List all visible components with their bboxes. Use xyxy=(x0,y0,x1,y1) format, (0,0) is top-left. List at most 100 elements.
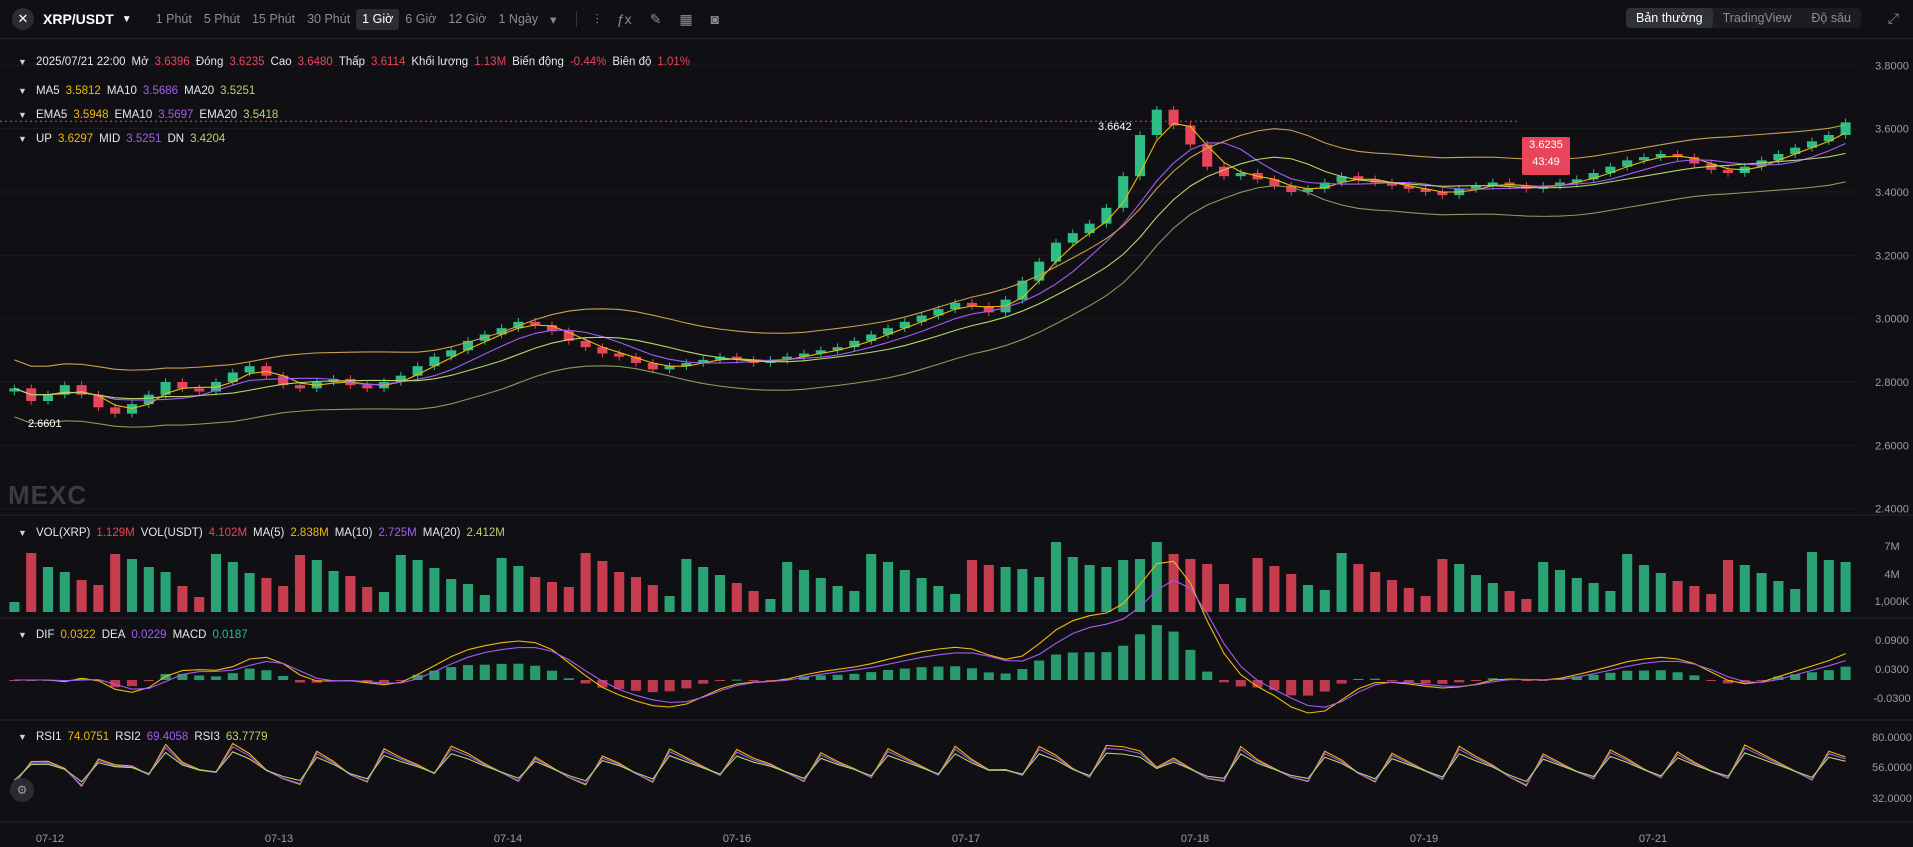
interval-1h[interactable]: 1 Giờ xyxy=(356,8,400,30)
macd-bar xyxy=(1605,672,1616,680)
interval-1d[interactable]: 1 Ngày xyxy=(498,11,539,26)
candle-body xyxy=(1722,169,1734,173)
volume-bar xyxy=(630,577,642,612)
macd-bar xyxy=(1823,670,1834,680)
vol-usdt-value: 4.102M xyxy=(208,527,248,539)
macd-bar xyxy=(899,668,910,680)
volume-bar xyxy=(1302,585,1314,612)
chevron-down-icon[interactable]: ▼ xyxy=(18,110,27,120)
volume-bar xyxy=(1118,560,1129,612)
interval-5m[interactable]: 5 Phút xyxy=(203,11,240,26)
chevron-down-icon[interactable]: ▼ xyxy=(18,134,27,144)
candle-body xyxy=(950,302,961,310)
layout-grid-icon[interactable]: ▦ xyxy=(679,10,693,27)
volume-bar xyxy=(731,583,742,612)
candle-body xyxy=(1269,179,1280,186)
dea-value: 0.0229 xyxy=(131,629,167,641)
interval-6h[interactable]: 6 Giờ xyxy=(405,11,437,26)
volume-bar xyxy=(1504,591,1515,612)
macd-bar xyxy=(1638,670,1650,680)
settings-icon[interactable]: ⚙ xyxy=(10,778,34,802)
volume-bar xyxy=(849,591,860,612)
candle-body xyxy=(1286,185,1297,192)
chevron-down-icon[interactable]: ▼ xyxy=(121,13,132,25)
macd-bar xyxy=(244,668,255,680)
macd-bar xyxy=(698,680,709,684)
candle-body xyxy=(93,394,104,408)
volume-bar xyxy=(1790,589,1801,612)
volume-bar xyxy=(1319,590,1330,612)
volume-bar xyxy=(714,575,726,612)
volume-bar xyxy=(1084,565,1095,612)
boll-lower-line xyxy=(14,181,1846,428)
volume-bar xyxy=(950,594,961,612)
interval-12h[interactable]: 12 Giờ xyxy=(448,11,487,26)
macd-bar xyxy=(227,673,238,680)
vol-xrp-value: 1.129M xyxy=(96,527,135,539)
candle-body xyxy=(664,366,675,370)
candle-body xyxy=(1638,157,1650,161)
volume-bar xyxy=(1101,567,1112,612)
x-tick-label: 07-16 xyxy=(723,833,751,845)
volume-bar xyxy=(866,554,877,612)
boll-legend: ▼ UP 3.6297 MID 3.5251 DN 3.4204 xyxy=(18,133,225,145)
fullscreen-icon[interactable]: ⤢ xyxy=(1887,10,1899,26)
interval-1m[interactable]: 1 Phút xyxy=(155,11,192,26)
volume-bar xyxy=(1017,569,1028,612)
ma10-label: MA10 xyxy=(106,85,137,97)
view-tradingview[interactable]: TradingView xyxy=(1722,11,1792,25)
chevron-down-icon[interactable]: ▼ xyxy=(18,528,27,538)
camera-icon[interactable]: ◙ xyxy=(710,11,720,27)
pair-selector[interactable]: XRP/USDT xyxy=(43,11,114,27)
price-tick-label: 3.2000 xyxy=(1875,250,1909,262)
volume-bar xyxy=(563,587,574,612)
candle-body xyxy=(177,382,188,389)
rsi3-line xyxy=(14,751,1846,783)
candle-body xyxy=(1403,185,1414,189)
macd-bar xyxy=(1286,680,1297,696)
macd-bar xyxy=(1218,680,1230,683)
chevron-down-icon[interactable]: ▼ xyxy=(18,732,27,742)
interval-30m[interactable]: 30 Phút xyxy=(307,11,351,26)
candle-body xyxy=(42,394,54,401)
macd-bar xyxy=(1420,680,1431,684)
view-depth[interactable]: Độ sâu xyxy=(1811,11,1851,25)
candle-style-icon[interactable]: ⫶ xyxy=(595,10,599,27)
macd-bar xyxy=(1521,680,1532,681)
amplitude-label: Biên độ xyxy=(612,56,652,68)
macd-bar xyxy=(1588,674,1599,680)
macd-bar xyxy=(412,674,423,680)
chevron-down-icon[interactable]: ▾ xyxy=(550,12,557,27)
draw-pencil-icon[interactable]: ✎ xyxy=(649,10,662,27)
macd-bar xyxy=(630,680,642,691)
interval-15m[interactable]: 15 Phút xyxy=(251,11,296,26)
candle-body xyxy=(227,372,238,382)
candle-body xyxy=(933,309,944,316)
high-label: Cao xyxy=(270,56,292,68)
chevron-down-icon[interactable]: ▼ xyxy=(18,630,27,640)
volume-bar xyxy=(1067,557,1078,612)
volume-tick-label: 7M xyxy=(1884,541,1899,553)
candle-body xyxy=(1218,166,1230,177)
x-tick-label: 07-17 xyxy=(952,833,980,845)
chevron-down-icon[interactable]: ▼ xyxy=(18,86,27,96)
rsi-tick-label: 56.0000 xyxy=(1872,762,1912,774)
candle-body xyxy=(9,388,20,392)
view-basic[interactable]: Bản thường xyxy=(1625,8,1713,28)
macd-bar xyxy=(1168,631,1179,680)
indicator-icon[interactable]: ƒx xyxy=(616,11,632,27)
macd-bar xyxy=(1050,654,1062,680)
candle-body xyxy=(1151,109,1162,135)
volume-bar xyxy=(1655,573,1666,612)
dea-line xyxy=(14,579,1846,708)
candle-body xyxy=(1050,242,1062,262)
ema5-value: 3.5948 xyxy=(73,109,109,121)
macd-bar xyxy=(580,680,591,684)
chevron-down-icon[interactable]: ▼ xyxy=(18,57,27,67)
boll-mid-value: 3.5251 xyxy=(126,133,162,145)
macd-bar xyxy=(261,670,272,680)
x-tick-label: 07-18 xyxy=(1181,833,1209,845)
candle-body xyxy=(395,375,406,382)
volume-bar xyxy=(210,554,222,612)
